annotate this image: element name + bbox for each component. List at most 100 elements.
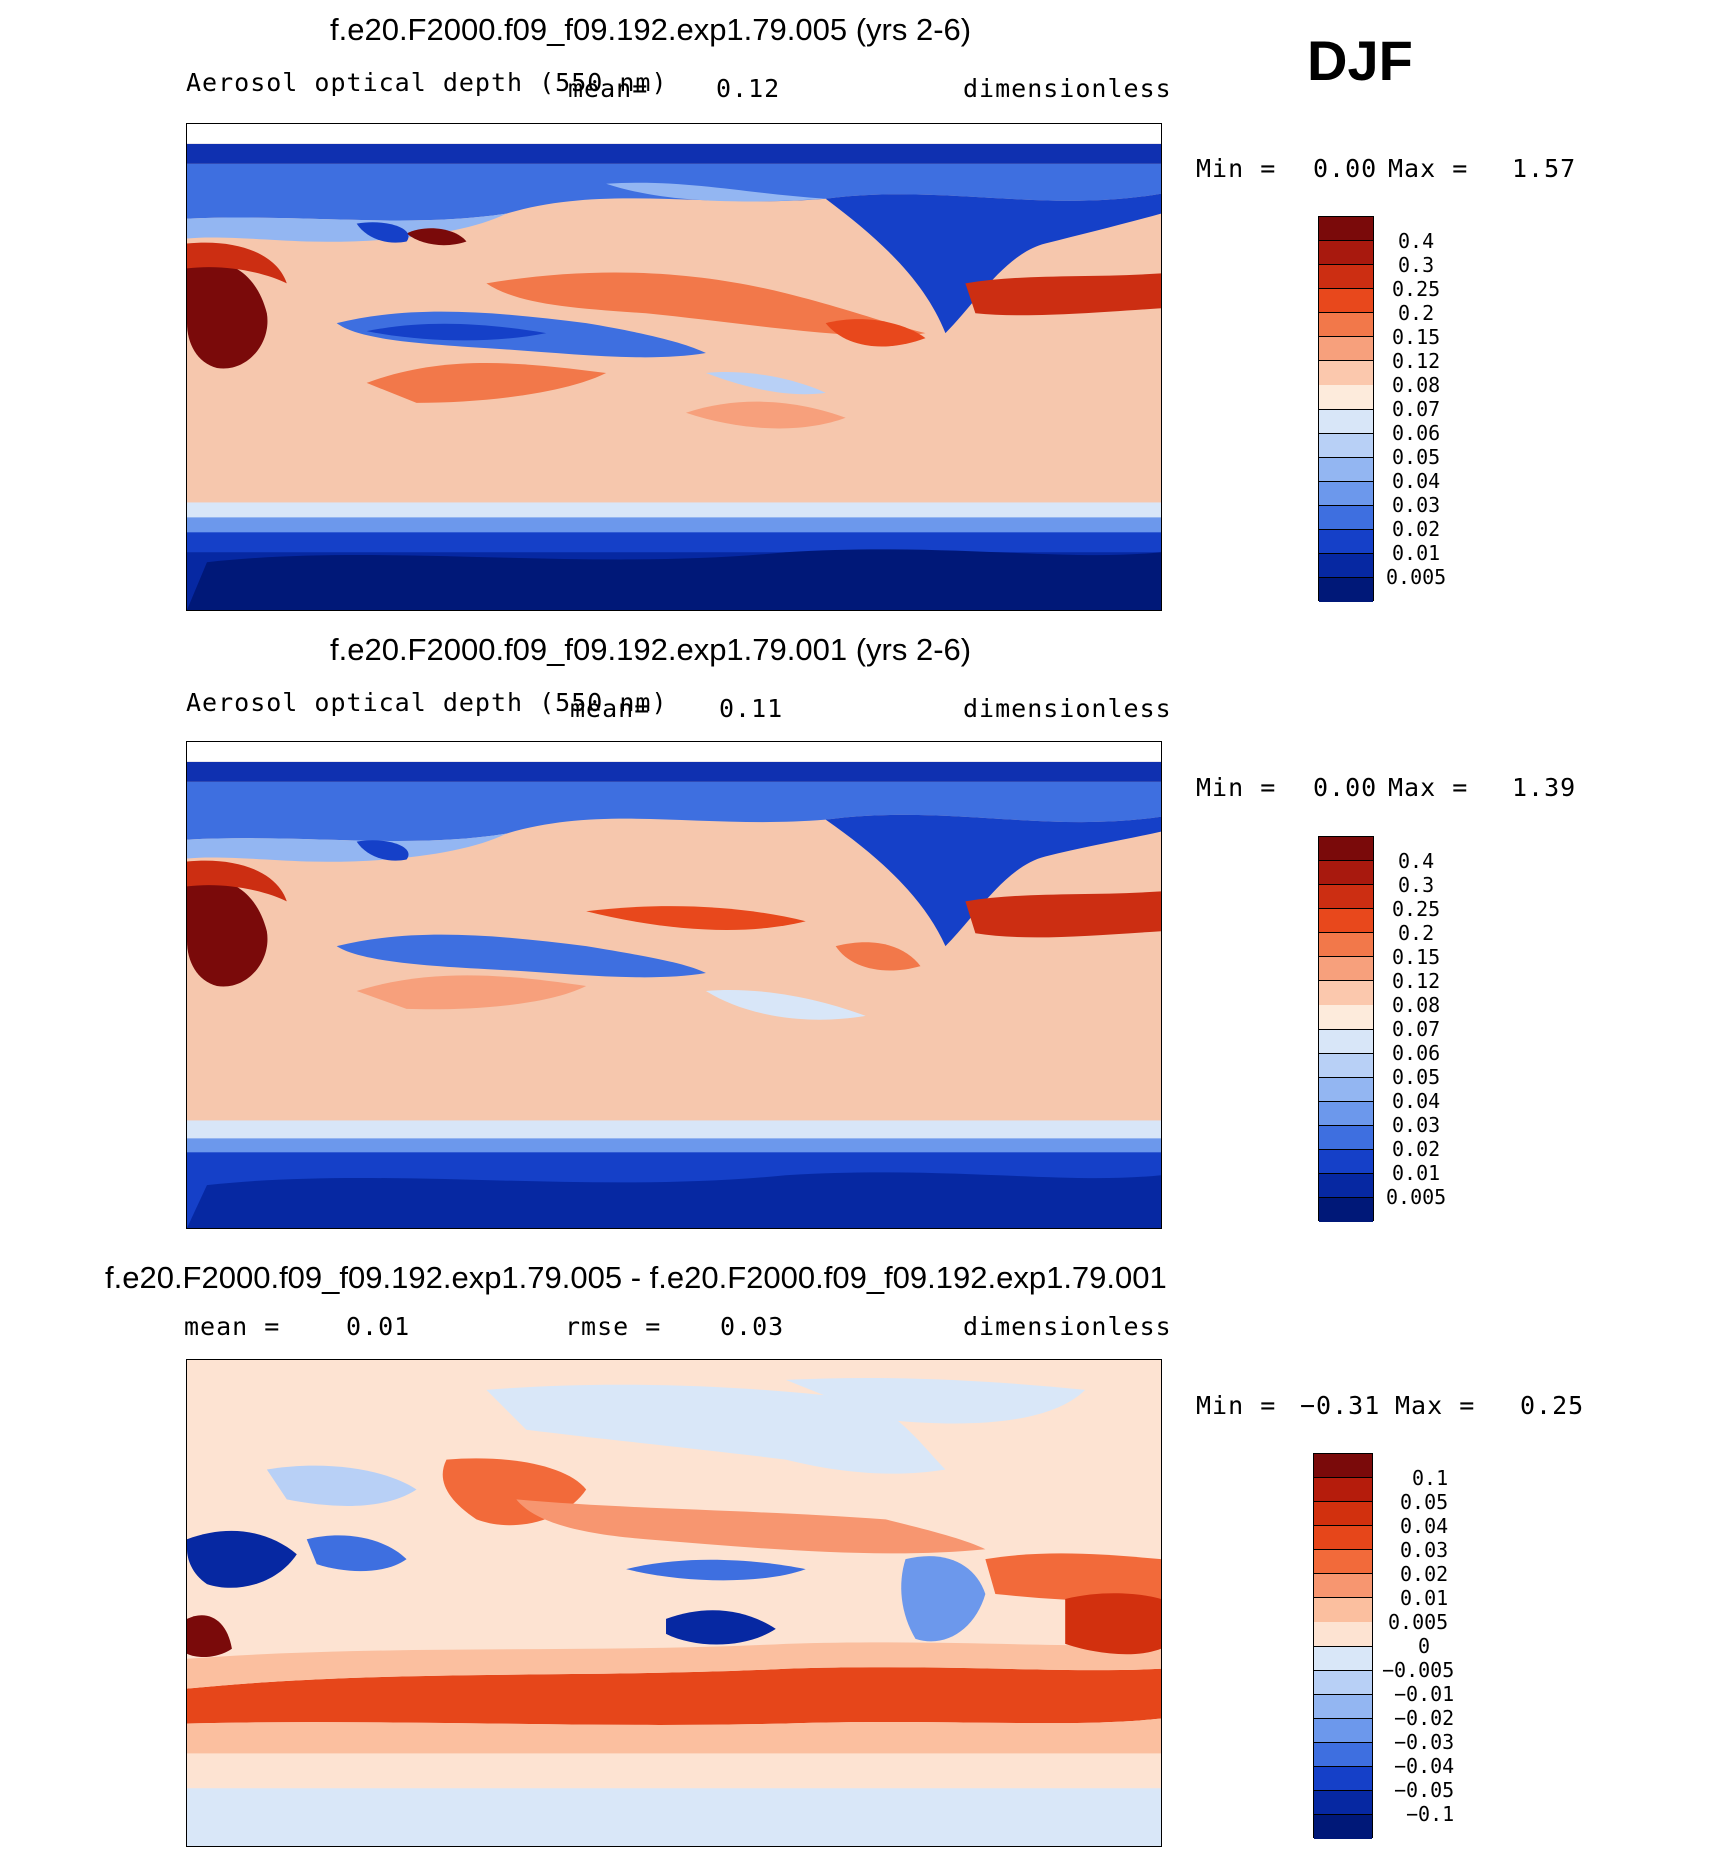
panel3-rmse-value: 0.03 bbox=[720, 1312, 785, 1341]
panel2-colorbar-label: 0.01 bbox=[1392, 1161, 1441, 1185]
panel3-mean-value: 0.01 bbox=[346, 1312, 411, 1341]
panel2-colorbar-seg bbox=[1319, 957, 1373, 982]
panel3-colorbar-seg bbox=[1314, 1574, 1372, 1599]
panel3-colorbar-seg bbox=[1314, 1550, 1372, 1575]
panel3-colorbar-label: 0.05 bbox=[1400, 1490, 1449, 1514]
panel1-colorbar-seg bbox=[1319, 481, 1373, 506]
panel3-colorbar-label: 0 bbox=[1418, 1634, 1431, 1658]
panel3-colorbar-seg bbox=[1314, 1694, 1372, 1719]
panel3-colorbar-label: 0.1 bbox=[1412, 1466, 1449, 1490]
panel1-colorbar-label: 0.07 bbox=[1392, 397, 1441, 421]
panel1-variable-label: Aerosol optical depth (550 nm) bbox=[186, 68, 668, 97]
panel3-colorbar-seg bbox=[1314, 1742, 1372, 1767]
panel3-colorbar-seg bbox=[1314, 1478, 1372, 1503]
panel1-colorbar-seg bbox=[1319, 217, 1373, 242]
panel2-colorbar-label: 0.25 bbox=[1392, 897, 1441, 921]
panel3-min-value: −0.31 bbox=[1300, 1391, 1381, 1420]
panel2-colorbar-seg bbox=[1319, 909, 1373, 934]
panel1-max-label: Max = bbox=[1388, 154, 1469, 183]
panel2-colorbar-label: 0.005 bbox=[1386, 1185, 1447, 1209]
panel1-min-label: Min = bbox=[1196, 154, 1277, 183]
panel1-title: f.e20.F2000.f09_f09.192.exp1.79.005 (yrs… bbox=[330, 12, 972, 47]
panel3-colorbar-label: 0.03 bbox=[1400, 1538, 1449, 1562]
panel2-colorbar-label: 0.08 bbox=[1392, 993, 1441, 1017]
panel1-colorbar-seg bbox=[1319, 313, 1373, 338]
panel2-colorbar-label: 0.2 bbox=[1398, 921, 1435, 945]
panel2-mean-label: mean= bbox=[570, 694, 651, 723]
panel2-colorbar-label: 0.15 bbox=[1392, 945, 1441, 969]
panel1-colorbar-seg bbox=[1319, 529, 1373, 554]
panel2-colorbar-label: 0.4 bbox=[1398, 849, 1435, 873]
panel3-units: dimensionless bbox=[963, 1312, 1172, 1341]
panel1-min-value: 0.00 bbox=[1313, 154, 1378, 183]
panel1-colorbar-seg bbox=[1319, 457, 1373, 482]
panel1-colorbar-label: 0.12 bbox=[1392, 349, 1441, 373]
panel3-title: f.e20.F2000.f09_f09.192.exp1.79.005 - f.… bbox=[105, 1260, 1167, 1295]
panel2-colorbar-label: 0.07 bbox=[1392, 1017, 1441, 1041]
panel2-max-value: 1.39 bbox=[1512, 773, 1577, 802]
panel1-colorbar-label: 0.02 bbox=[1392, 517, 1441, 541]
panel3-colorbar-seg bbox=[1314, 1646, 1372, 1671]
panel2-colorbar-label: 0.05 bbox=[1392, 1065, 1441, 1089]
panel2-max-label: Max = bbox=[1388, 773, 1469, 802]
panel3-colorbar-label: −0.04 bbox=[1394, 1754, 1455, 1778]
panel3-max-label: Max = bbox=[1395, 1391, 1476, 1420]
panel3-colorbar-seg bbox=[1314, 1766, 1372, 1791]
panel3-colorbar-label: −0.005 bbox=[1382, 1658, 1455, 1682]
panel3-rmse-label: rmse = bbox=[565, 1312, 662, 1341]
panel1-map-field bbox=[187, 124, 1161, 610]
panel1-colorbar-seg bbox=[1319, 505, 1373, 530]
panel2-colorbar-label: 0.04 bbox=[1392, 1089, 1441, 1113]
panel3-colorbar bbox=[1313, 1453, 1373, 1839]
panel1-colorbar-label: 0.03 bbox=[1392, 493, 1441, 517]
panel2-colorbar-seg bbox=[1319, 933, 1373, 958]
panel2-colorbar-label: 0.03 bbox=[1392, 1113, 1441, 1137]
panel1-units: dimensionless bbox=[963, 74, 1172, 103]
panel2-colorbar-seg bbox=[1319, 981, 1373, 1006]
panel2-colorbar-label: 0.12 bbox=[1392, 969, 1441, 993]
panel2-colorbar-seg bbox=[1319, 837, 1373, 862]
panel3-colorbar-label: −0.01 bbox=[1394, 1682, 1455, 1706]
panel3-colorbar-label: 0.04 bbox=[1400, 1514, 1449, 1538]
panel2-min-value: 0.00 bbox=[1313, 773, 1378, 802]
panel3-colorbar-seg bbox=[1314, 1790, 1372, 1815]
panel1-colorbar-label: 0.08 bbox=[1392, 373, 1441, 397]
panel1-colorbar-label: 0.4 bbox=[1398, 229, 1435, 253]
season-label: DJF bbox=[1307, 29, 1413, 92]
panel2-colorbar-seg bbox=[1319, 1149, 1373, 1174]
panel1-mean-value: 0.12 bbox=[716, 74, 781, 103]
panel1-map bbox=[186, 123, 1162, 611]
panel1-colorbar-label: 0.01 bbox=[1392, 541, 1441, 565]
panel2-colorbar-seg bbox=[1319, 1101, 1373, 1126]
panel2-colorbar-seg bbox=[1319, 1197, 1373, 1222]
panel3-colorbar-seg bbox=[1314, 1718, 1372, 1743]
panel1-colorbar-seg bbox=[1319, 265, 1373, 290]
panel3-colorbar-seg bbox=[1314, 1502, 1372, 1527]
panel3-map bbox=[186, 1359, 1162, 1847]
panel3-colorbar-label: −0.02 bbox=[1394, 1706, 1455, 1730]
panel2-colorbar-label: 0.02 bbox=[1392, 1137, 1441, 1161]
panel1-colorbar-seg bbox=[1319, 553, 1373, 578]
panel1-colorbar-label: 0.005 bbox=[1386, 565, 1447, 589]
panel2-colorbar-label: 0.3 bbox=[1398, 873, 1435, 897]
panel1-colorbar-label: 0.2 bbox=[1398, 301, 1435, 325]
panel2-colorbar-seg bbox=[1319, 885, 1373, 910]
panel2-colorbar-seg bbox=[1319, 1005, 1373, 1030]
panel2-colorbar bbox=[1318, 836, 1374, 1222]
panel2-units: dimensionless bbox=[963, 694, 1172, 723]
panel3-colorbar-seg bbox=[1314, 1670, 1372, 1695]
panel1-colorbar-label: 0.04 bbox=[1392, 469, 1441, 493]
panel2-map-field bbox=[187, 742, 1161, 1228]
panel1-colorbar-seg bbox=[1319, 361, 1373, 386]
panel3-colorbar-label: 0.01 bbox=[1400, 1586, 1449, 1610]
panel3-colorbar-label: −0.03 bbox=[1394, 1730, 1455, 1754]
panel2-colorbar-seg bbox=[1319, 1173, 1373, 1198]
panel2-variable-label: Aerosol optical depth (550 nm) bbox=[186, 688, 668, 717]
panel2-mean-value: 0.11 bbox=[719, 694, 784, 723]
panel3-colorbar-seg bbox=[1314, 1526, 1372, 1551]
panel1-colorbar-seg bbox=[1319, 385, 1373, 410]
panel2-map bbox=[186, 741, 1162, 1229]
panel1-colorbar-seg bbox=[1319, 409, 1373, 434]
panel1-mean-label: mean= bbox=[568, 74, 649, 103]
panel2-colorbar-seg bbox=[1319, 861, 1373, 886]
